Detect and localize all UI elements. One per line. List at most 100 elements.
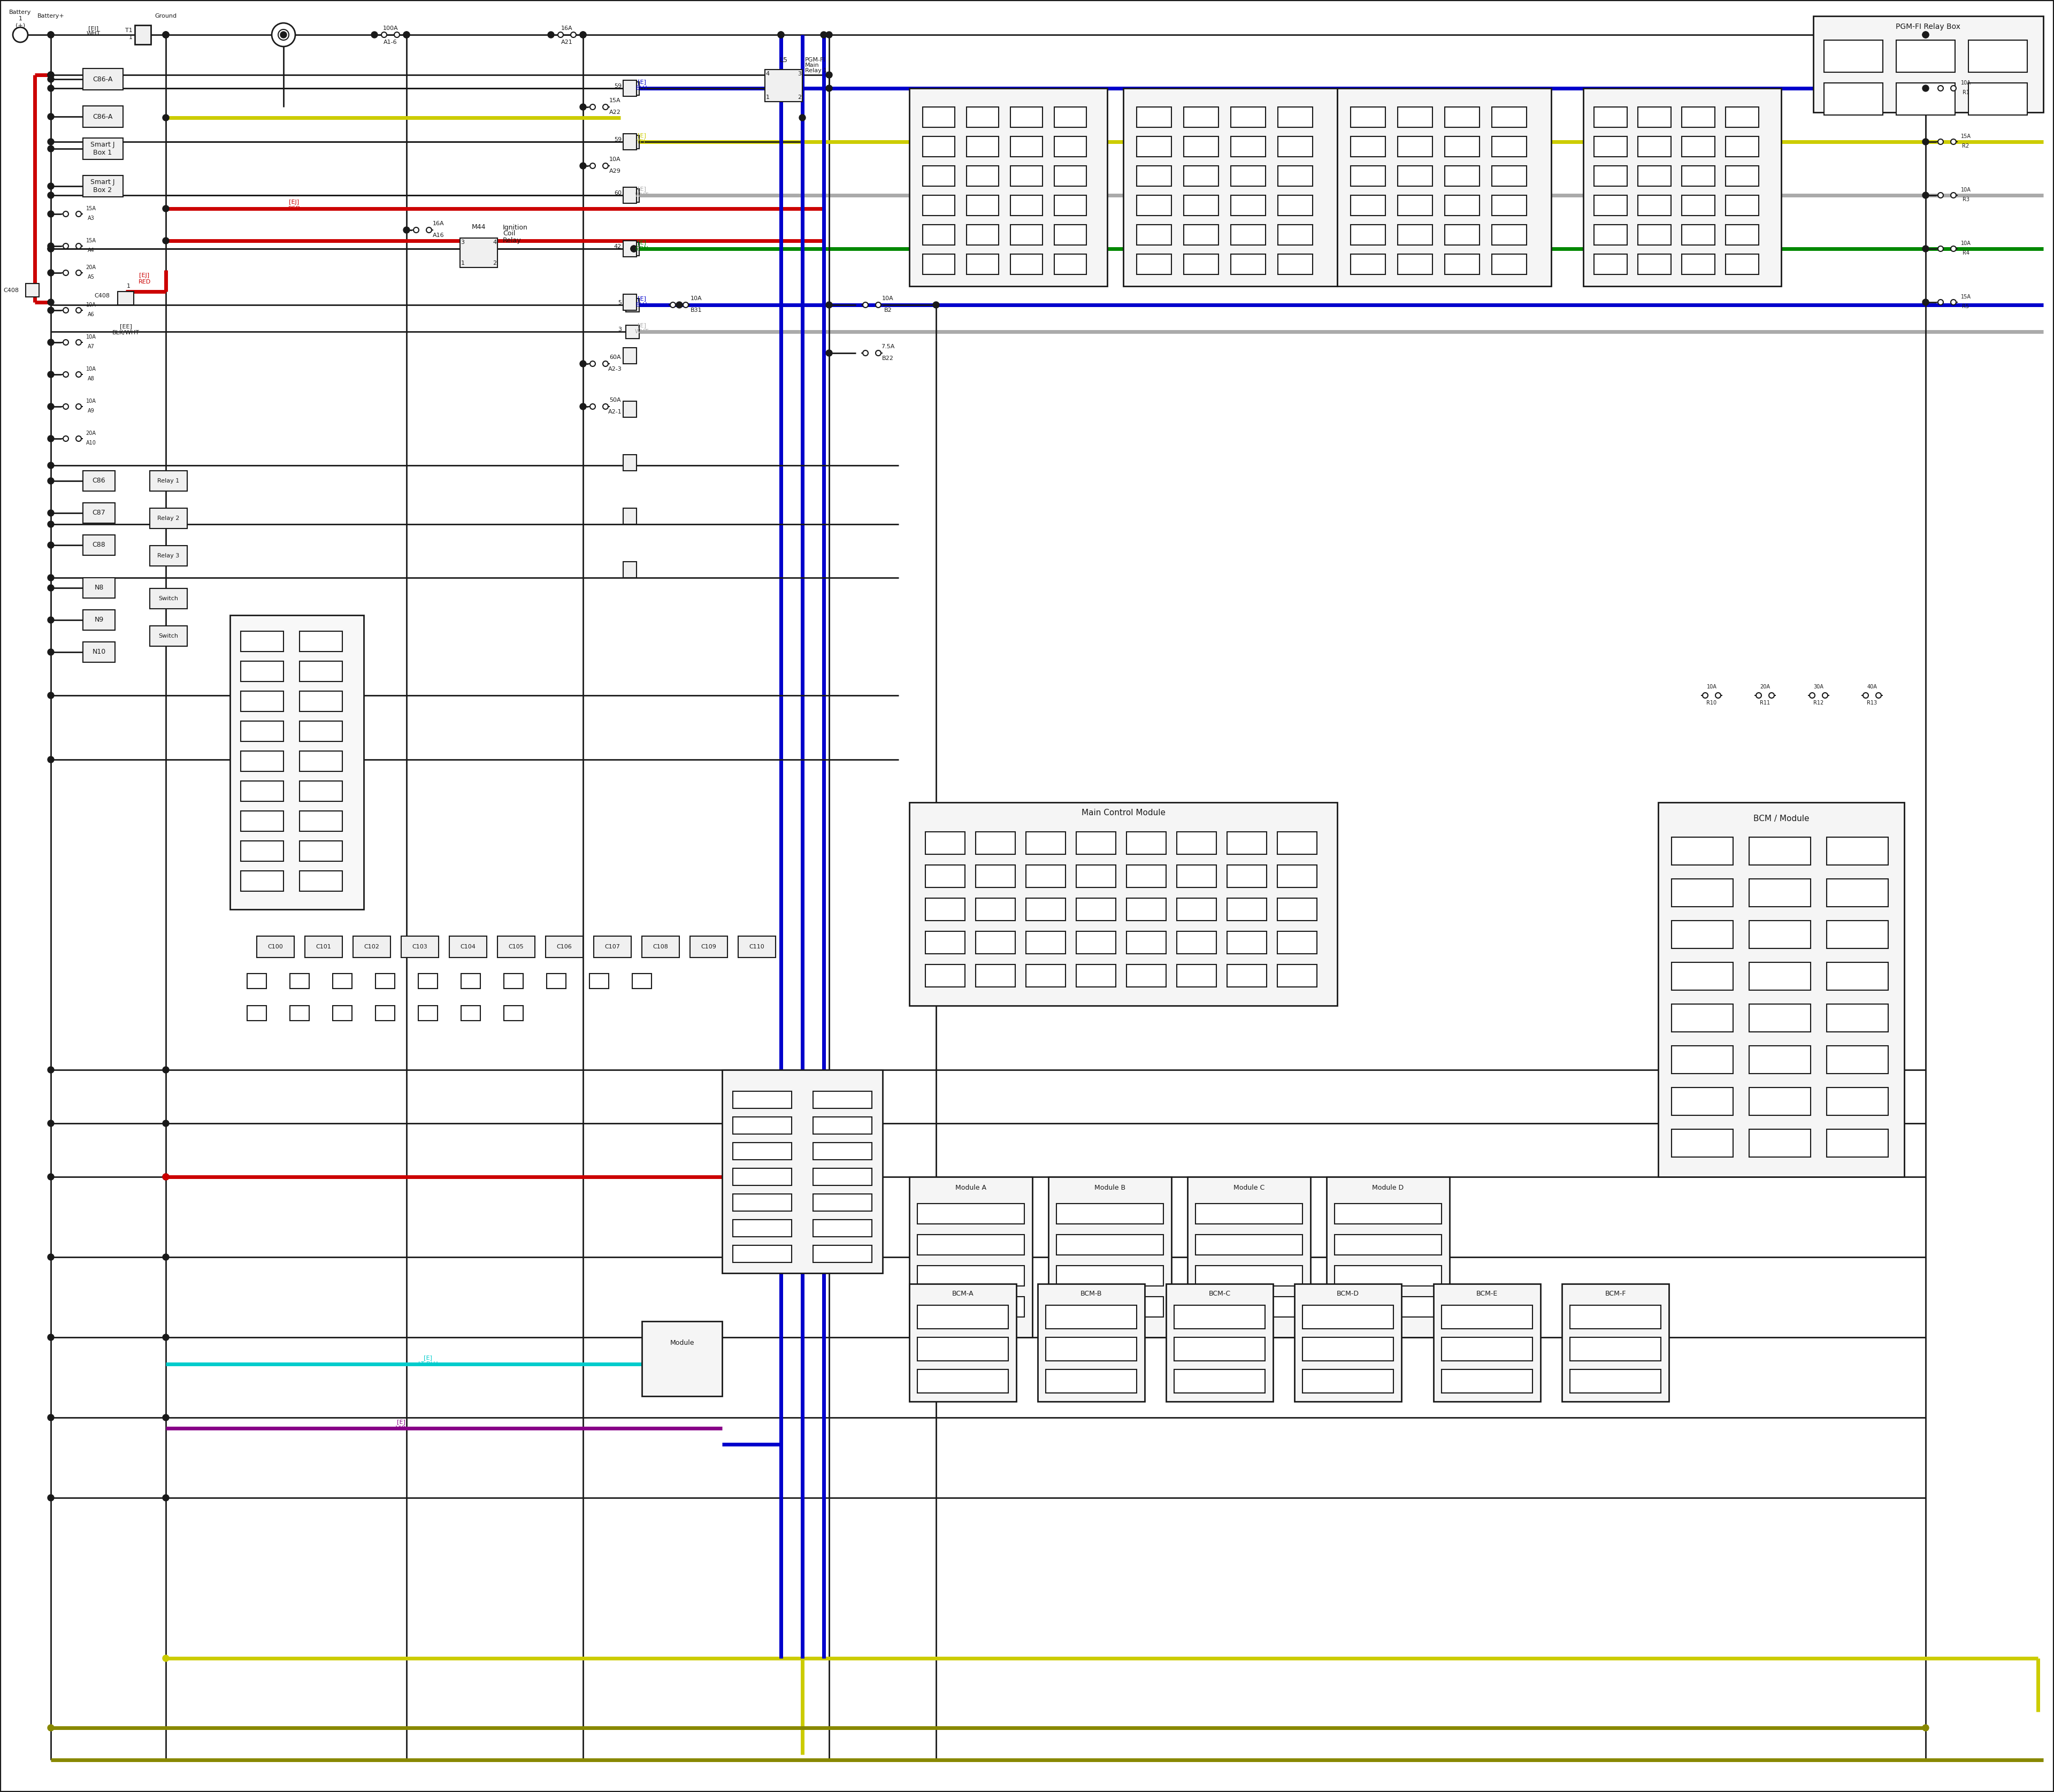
Bar [1327, 1177, 1450, 1337]
Text: 40A: 40A [1867, 685, 1877, 690]
Bar [1230, 136, 1265, 156]
Circle shape [47, 1174, 53, 1181]
Bar [1011, 224, 1043, 246]
Circle shape [1810, 694, 1816, 699]
Bar [1278, 136, 1313, 156]
Text: PGM-FI Relay Box: PGM-FI Relay Box [1896, 23, 1962, 30]
Text: 20A: 20A [86, 265, 97, 271]
Bar [1569, 1337, 1662, 1360]
Circle shape [676, 301, 682, 308]
Circle shape [579, 104, 585, 109]
Circle shape [571, 32, 575, 38]
Bar [1183, 254, 1218, 274]
Bar [976, 964, 1015, 987]
Bar [1672, 1129, 1734, 1158]
Circle shape [579, 403, 585, 410]
Bar [82, 138, 123, 159]
Bar [25, 283, 39, 297]
Bar [1226, 898, 1267, 921]
Text: A8: A8 [88, 376, 94, 382]
Bar [813, 1116, 871, 1134]
Bar [1278, 866, 1317, 887]
Circle shape [1863, 694, 1869, 699]
Text: M44: M44 [472, 224, 487, 231]
Circle shape [47, 509, 53, 516]
Bar [910, 88, 1107, 287]
Bar [1826, 921, 1888, 948]
Bar [967, 136, 998, 156]
Circle shape [826, 84, 832, 91]
Bar [813, 1220, 871, 1236]
Circle shape [162, 32, 168, 38]
Circle shape [47, 1120, 53, 1127]
Text: 50A: 50A [610, 398, 620, 403]
Text: Relay 2: Relay 2 [158, 516, 179, 521]
Text: C107: C107 [604, 944, 620, 950]
Bar [813, 1168, 871, 1185]
Bar [1594, 195, 1627, 215]
Circle shape [403, 32, 409, 38]
Text: C408: C408 [94, 294, 109, 299]
Bar [1335, 1235, 1442, 1254]
Circle shape [589, 360, 596, 366]
Bar [1025, 964, 1066, 987]
Text: 10A: 10A [690, 296, 702, 301]
Circle shape [47, 1333, 53, 1340]
Circle shape [579, 32, 585, 38]
Circle shape [47, 246, 53, 253]
Bar [240, 661, 283, 681]
Text: 10A: 10A [86, 303, 97, 308]
Bar [150, 588, 187, 609]
Bar [1444, 108, 1479, 127]
Text: B2: B2 [883, 308, 891, 314]
Bar [1561, 1283, 1668, 1401]
Circle shape [47, 575, 53, 581]
Circle shape [778, 32, 785, 38]
Circle shape [47, 339, 53, 346]
Bar [1826, 1047, 1888, 1073]
Bar [1444, 254, 1479, 274]
Text: BLU: BLU [637, 303, 647, 308]
Text: A10: A10 [86, 441, 97, 446]
Circle shape [47, 72, 53, 79]
Bar [240, 692, 283, 711]
Bar [1491, 195, 1526, 215]
Text: C108: C108 [653, 944, 668, 950]
Text: C86-A: C86-A [92, 75, 113, 82]
Bar [1175, 1305, 1265, 1328]
Circle shape [47, 541, 53, 548]
Circle shape [162, 1495, 168, 1502]
Circle shape [1937, 86, 1943, 91]
Bar [622, 455, 637, 471]
Bar [257, 935, 294, 957]
Circle shape [602, 163, 608, 168]
Bar [967, 167, 998, 186]
Bar [641, 935, 680, 957]
Text: A2-3: A2-3 [608, 366, 622, 371]
Bar [1725, 195, 1758, 215]
Bar [1672, 962, 1734, 991]
Circle shape [76, 435, 82, 441]
Bar [926, 898, 965, 921]
Bar [1682, 136, 1715, 156]
Circle shape [427, 228, 431, 233]
Text: YEL: YEL [637, 140, 647, 145]
Circle shape [382, 32, 386, 38]
Bar [460, 238, 497, 267]
Bar [594, 935, 631, 957]
Bar [1352, 108, 1384, 127]
Bar [82, 536, 115, 556]
Bar [300, 720, 343, 742]
Bar [733, 1116, 791, 1134]
Bar [926, 932, 965, 953]
Bar [926, 866, 965, 887]
Circle shape [64, 211, 68, 217]
Bar [82, 106, 123, 127]
Bar [1076, 866, 1115, 887]
Circle shape [76, 244, 82, 249]
Bar [918, 1204, 1025, 1224]
Bar [1352, 254, 1384, 274]
Bar [1011, 195, 1043, 215]
Bar [1352, 167, 1384, 186]
Bar [333, 1005, 351, 1021]
